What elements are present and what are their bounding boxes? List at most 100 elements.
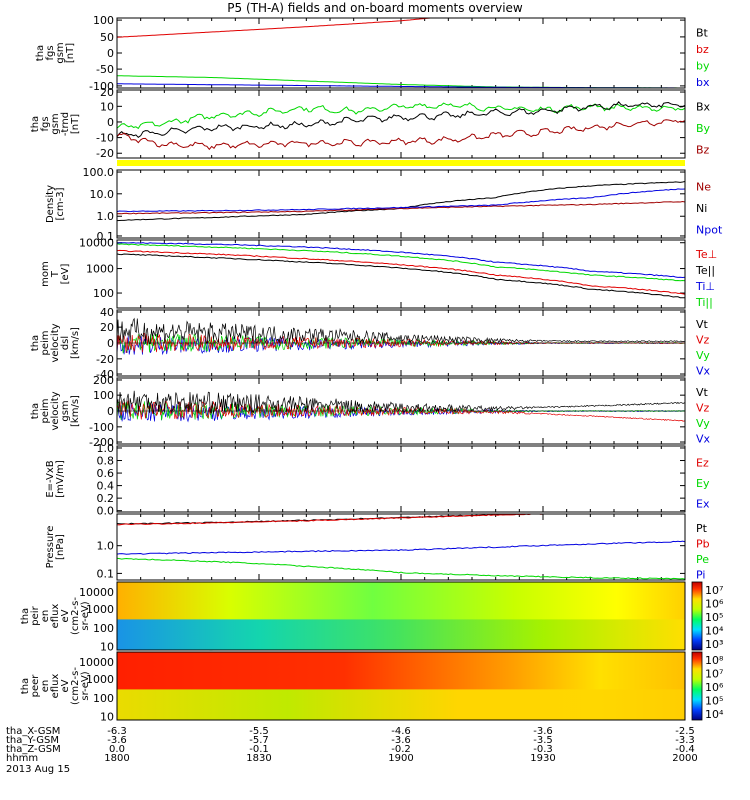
series-group xyxy=(117,317,685,356)
y-axis-label: E=-VxB xyxy=(45,460,56,497)
x-tick-label: -5.5 xyxy=(249,726,269,737)
series-Pb xyxy=(117,514,579,526)
y-axis-label: [km/s] xyxy=(70,395,81,427)
y-axis-label: [nPa] xyxy=(55,534,66,560)
y-axis-label: sr-eV) xyxy=(80,601,91,630)
series-Bx xyxy=(117,101,685,138)
y-tick-label: 0.0 xyxy=(97,505,115,518)
legend-entry: Vy xyxy=(696,349,710,362)
y-axis-label: sr-eV) xyxy=(80,671,91,700)
x-tick-label: 1800 xyxy=(104,753,129,764)
legend-entry: Vz xyxy=(696,401,710,414)
y-tick-label: 1.0 xyxy=(97,210,115,223)
series-By xyxy=(117,102,685,130)
y-axis-label: dsl xyxy=(60,336,71,350)
legend-entry: Npot xyxy=(696,223,723,236)
date-label: 2013 Aug 15 xyxy=(6,764,70,775)
y-tick-label: 10000 xyxy=(79,586,114,599)
x-tick-label: -2.5 xyxy=(675,726,695,737)
y-axis-label: tha xyxy=(20,608,31,624)
legend-entry: Vt xyxy=(696,386,709,399)
y-axis-label: velocity xyxy=(50,391,61,430)
legend-entry: Ey xyxy=(696,477,710,490)
x-axis-row-label: tha_Y-GSM xyxy=(6,735,59,746)
y-tick-label: 100 xyxy=(93,692,114,705)
y-tick-label: 10 xyxy=(100,711,114,724)
x-axis-row-label: hhmm xyxy=(6,753,38,764)
legend-entry: Pe xyxy=(696,553,709,566)
x-tick-label: -5.7 xyxy=(249,735,269,746)
panel-velocity-dsl xyxy=(116,310,686,376)
y-tick-label: 0.6 xyxy=(97,467,115,480)
colorbar-elec-spec xyxy=(691,651,703,721)
x-tick-label: -3.3 xyxy=(675,735,695,746)
y-tick-label: 20 xyxy=(100,321,114,334)
colorbar-tick-label: 10⁸ xyxy=(705,654,724,667)
series-Pe xyxy=(117,557,685,580)
panel-frame xyxy=(116,309,686,377)
y-tick-label: 0.1 xyxy=(97,230,115,243)
x-tick-label: -0.4 xyxy=(675,744,695,755)
y-tick-label: -20 xyxy=(96,147,114,160)
y-tick-label: 1.0 xyxy=(97,540,115,553)
panel-velocity-gsm xyxy=(116,378,686,444)
panel-frame xyxy=(116,581,686,651)
y-axis-label: fgs xyxy=(45,45,56,60)
y-tick-label: 50 xyxy=(100,31,114,44)
x-tick-label: 1830 xyxy=(246,753,271,764)
y-axis-label: eflux xyxy=(50,674,61,699)
velocity-trace xyxy=(117,390,685,415)
y-tick-label: 100 xyxy=(93,14,114,27)
y-axis-label: mom xyxy=(40,261,51,287)
y-axis-label: en xyxy=(40,680,51,693)
colorbar-tick-label: 10³ xyxy=(705,638,723,651)
y-axis-label: tha xyxy=(30,116,41,132)
y-tick-label: 1000 xyxy=(86,603,114,616)
x-tick-label: -0.3 xyxy=(533,744,553,755)
quality-flag-bar xyxy=(117,160,685,166)
y-axis-label: tha xyxy=(30,335,41,351)
panel-fgs-dtrend xyxy=(116,90,686,158)
y-axis-label: gsm xyxy=(50,113,61,134)
y-tick-label: 200 xyxy=(93,374,114,387)
y-tick-label: 0 xyxy=(107,116,114,129)
colorbar-tick-label: 10⁶ xyxy=(705,681,724,694)
colorbar-tick-label: 10⁴ xyxy=(705,708,724,721)
y-tick-label: 10.0 xyxy=(90,188,115,201)
y-tick-label: 100 xyxy=(93,622,114,635)
colorbar-tick-label: 10⁵ xyxy=(705,611,723,624)
legend-entry: Ti|| xyxy=(695,296,713,309)
series-bz xyxy=(117,18,436,38)
velocity-trace xyxy=(117,317,685,345)
x-axis-row-label: tha_X-GSM xyxy=(6,726,60,737)
panel-frame xyxy=(116,513,686,581)
x-tick-label: -0.1 xyxy=(249,744,269,755)
y-axis-label: (cm2-s- xyxy=(70,667,81,705)
panel-density xyxy=(116,170,686,238)
series-Ti⊥ xyxy=(117,242,685,279)
y-axis-label: Pressure xyxy=(45,526,56,569)
series-Bz xyxy=(117,119,685,151)
y-tick-label: -10 xyxy=(96,132,114,145)
legend-entry: Pi xyxy=(696,568,705,581)
y-axis-label: peer xyxy=(30,674,41,698)
panel-temperature xyxy=(116,240,686,308)
legend-entry: Te|| xyxy=(695,264,715,277)
y-tick-label: 0 xyxy=(107,47,114,60)
y-axis-label: peim xyxy=(40,330,51,355)
colorbar-tick-label: 10⁶ xyxy=(705,598,724,611)
legend-entry: Vx xyxy=(696,432,711,445)
legend-entry: Ne xyxy=(696,181,711,194)
chart-title: P5 (TH-A) fields and on-board moments ov… xyxy=(227,1,523,15)
y-axis-label: tha xyxy=(20,678,31,694)
y-axis-label: peim xyxy=(40,398,51,423)
panel-frame xyxy=(116,445,686,513)
y-axis-label: velocity xyxy=(50,323,61,362)
legend-entry: Bx xyxy=(696,101,711,114)
y-tick-label: 10 xyxy=(100,100,114,113)
y-tick-label: 10000 xyxy=(79,237,114,250)
legend-entry: Te⊥ xyxy=(695,248,717,261)
y-tick-label: -200 xyxy=(89,436,114,449)
panel-pressure xyxy=(116,514,686,580)
colorbar-tick-label: 10⁴ xyxy=(705,625,724,638)
